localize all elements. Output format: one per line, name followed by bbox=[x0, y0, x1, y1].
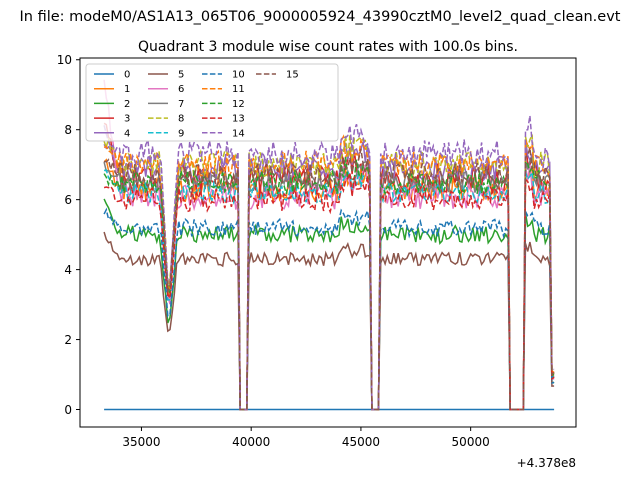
y-tick-label: 8 bbox=[64, 123, 72, 137]
figure-suptitle: In file: modeM0/AS1A13_065T06_9000005924… bbox=[20, 9, 621, 25]
series-line-13 bbox=[103, 172, 555, 411]
x-tick-label: 45000 bbox=[342, 435, 380, 449]
legend-label-3: 3 bbox=[124, 114, 130, 125]
series-line-9 bbox=[103, 169, 555, 411]
series-line-2 bbox=[103, 198, 555, 411]
series-line-5 bbox=[103, 231, 555, 411]
chart-title: Quadrant 3 module wise count rates with … bbox=[138, 39, 518, 55]
legend-label-4: 4 bbox=[124, 128, 130, 139]
x-axis: 35000 40000 45000 50000 bbox=[122, 427, 490, 449]
y-tick-label: 6 bbox=[64, 193, 72, 207]
legend-label-2: 2 bbox=[124, 99, 130, 110]
legend-label-11: 11 bbox=[232, 84, 245, 95]
legend-label-8: 8 bbox=[178, 114, 184, 125]
legend-label-6: 6 bbox=[178, 84, 184, 95]
x-tick-label: 50000 bbox=[452, 435, 490, 449]
legend-label-7: 7 bbox=[178, 99, 184, 110]
axes-frame bbox=[79, 57, 577, 428]
y-tick-label: 0 bbox=[64, 403, 72, 417]
series-line-14 bbox=[103, 115, 555, 411]
legend-label-15: 15 bbox=[286, 70, 299, 81]
x-tick-label: 35000 bbox=[122, 435, 160, 449]
y-tick-label: 4 bbox=[64, 263, 72, 277]
y-tick-label: 10 bbox=[57, 53, 72, 67]
series-line-12 bbox=[103, 157, 555, 411]
legend-label-9: 9 bbox=[178, 128, 184, 139]
legend-label-13: 13 bbox=[232, 114, 245, 125]
y-tick-label: 2 bbox=[64, 333, 72, 347]
x-tick-label: 40000 bbox=[232, 435, 270, 449]
x-axis-offset-label: +4.378e8 bbox=[517, 456, 576, 470]
legend-label-12: 12 bbox=[232, 99, 245, 110]
legend-box bbox=[85, 63, 339, 142]
plot-area bbox=[103, 79, 555, 411]
legend-label-14: 14 bbox=[232, 128, 245, 139]
legend-label-0: 0 bbox=[124, 70, 130, 81]
legend-label-5: 5 bbox=[178, 70, 184, 81]
legend-label-1: 1 bbox=[124, 84, 130, 95]
y-axis: 0 2 4 6 8 10 bbox=[57, 53, 80, 417]
series-line-10 bbox=[103, 207, 555, 411]
legend-label-10: 10 bbox=[232, 70, 245, 81]
